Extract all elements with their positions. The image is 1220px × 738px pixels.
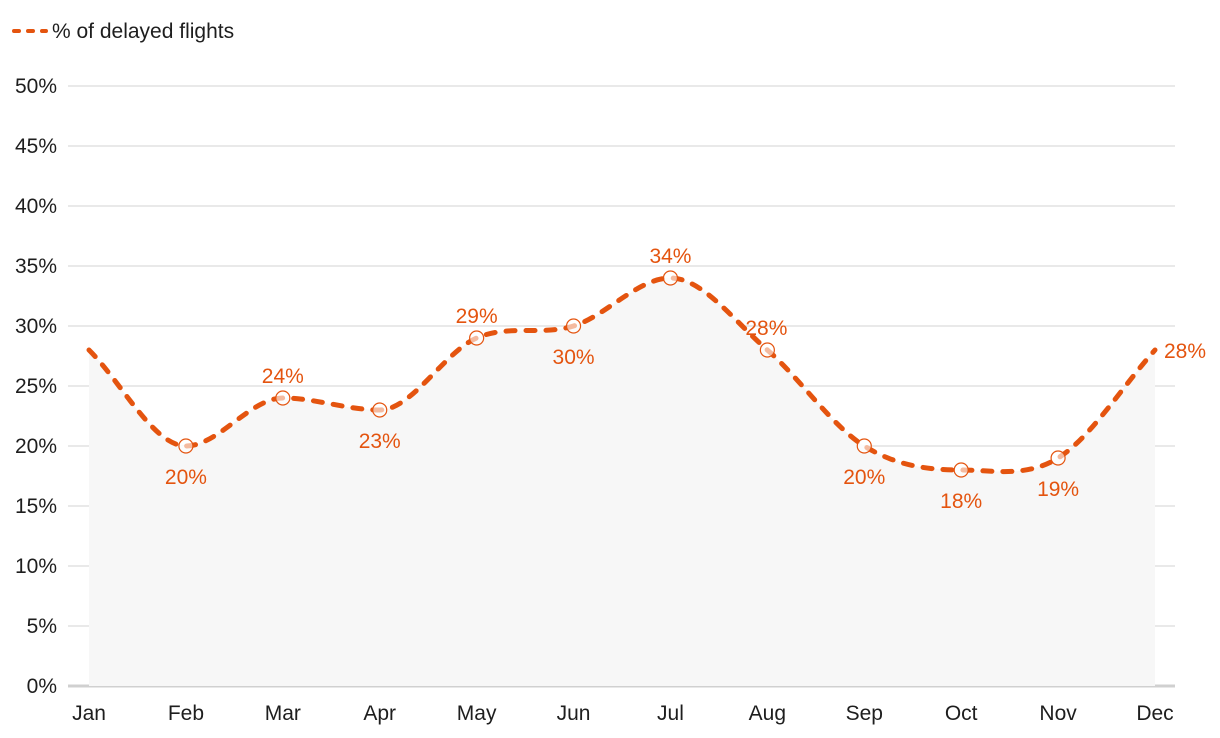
data-point-aug — [759, 342, 775, 358]
data-label-mar: 24% — [262, 365, 304, 388]
y-axis-tick-labels: 0% 5% 10% 15% 20% 25% 30% 35% 40% 45% 50% — [15, 75, 57, 698]
x-tick-label-mar: Mar — [265, 702, 301, 725]
data-label-dec: 28% — [1164, 340, 1206, 363]
x-tick-label-jan: Jan — [72, 702, 106, 725]
y-tick-label: 20% — [15, 435, 57, 458]
data-point-mar — [275, 390, 291, 406]
series-area-delayed-flights — [89, 278, 1155, 686]
y-tick-label: 50% — [15, 75, 57, 98]
data-label-may: 29% — [456, 305, 498, 328]
x-tick-label-sep: Sep — [846, 702, 883, 725]
y-tick-label: 10% — [15, 555, 57, 578]
data-label-oct: 18% — [940, 490, 982, 513]
y-tick-label: 15% — [15, 495, 57, 518]
x-axis-tick-labels: Jan Feb Mar Apr May Jun Jul Aug Sep Oct Nov Dec — [72, 702, 1174, 725]
data-point-sep — [856, 438, 872, 454]
data-label-aug: 28% — [745, 317, 787, 340]
x-tick-label-dec: Dec — [1136, 702, 1173, 725]
data-labels: 20% 24% 23% 29% 30% 34% 28% 20% 18% 19% 28% — [165, 245, 1206, 513]
x-tick-label-oct: Oct — [945, 702, 978, 725]
data-point-jun — [565, 318, 582, 334]
data-point-jul — [662, 270, 679, 286]
area-fill — [89, 278, 1155, 686]
y-tick-label: 25% — [15, 375, 57, 398]
x-tick-label-jul: Jul — [657, 702, 684, 725]
data-label-nov: 19% — [1037, 478, 1079, 501]
data-label-jul: 34% — [649, 245, 691, 268]
y-tick-label: 0% — [27, 675, 57, 698]
data-label-sep: 20% — [843, 466, 885, 489]
y-tick-label: 30% — [15, 315, 57, 338]
data-point-may — [469, 330, 485, 346]
data-label-apr: 23% — [359, 430, 401, 453]
y-tick-label: 45% — [15, 135, 57, 158]
data-point-apr — [372, 402, 388, 418]
data-point-feb — [178, 438, 194, 454]
y-tick-label: 35% — [15, 255, 57, 278]
x-tick-label-aug: Aug — [749, 702, 786, 725]
data-point-oct — [953, 462, 969, 478]
x-tick-label-may: May — [457, 702, 497, 725]
x-tick-label-nov: Nov — [1039, 702, 1077, 725]
data-label-feb: 20% — [165, 466, 207, 489]
data-label-jun: 30% — [553, 346, 595, 369]
legend-label-delayed-flights: % of delayed flights — [52, 20, 234, 43]
series-markers — [178, 270, 1066, 478]
x-tick-label-jun: Jun — [557, 702, 591, 725]
data-point-nov — [1050, 450, 1066, 466]
x-tick-label-apr: Apr — [363, 702, 396, 725]
series-line-delayed-flights — [86, 275, 1158, 475]
y-tick-label: 40% — [15, 195, 57, 218]
legend: % of delayed flights — [12, 20, 234, 43]
x-tick-label-feb: Feb — [168, 702, 204, 725]
y-tick-label: 5% — [27, 615, 57, 638]
series-path-delayed-flights — [86, 275, 1158, 475]
